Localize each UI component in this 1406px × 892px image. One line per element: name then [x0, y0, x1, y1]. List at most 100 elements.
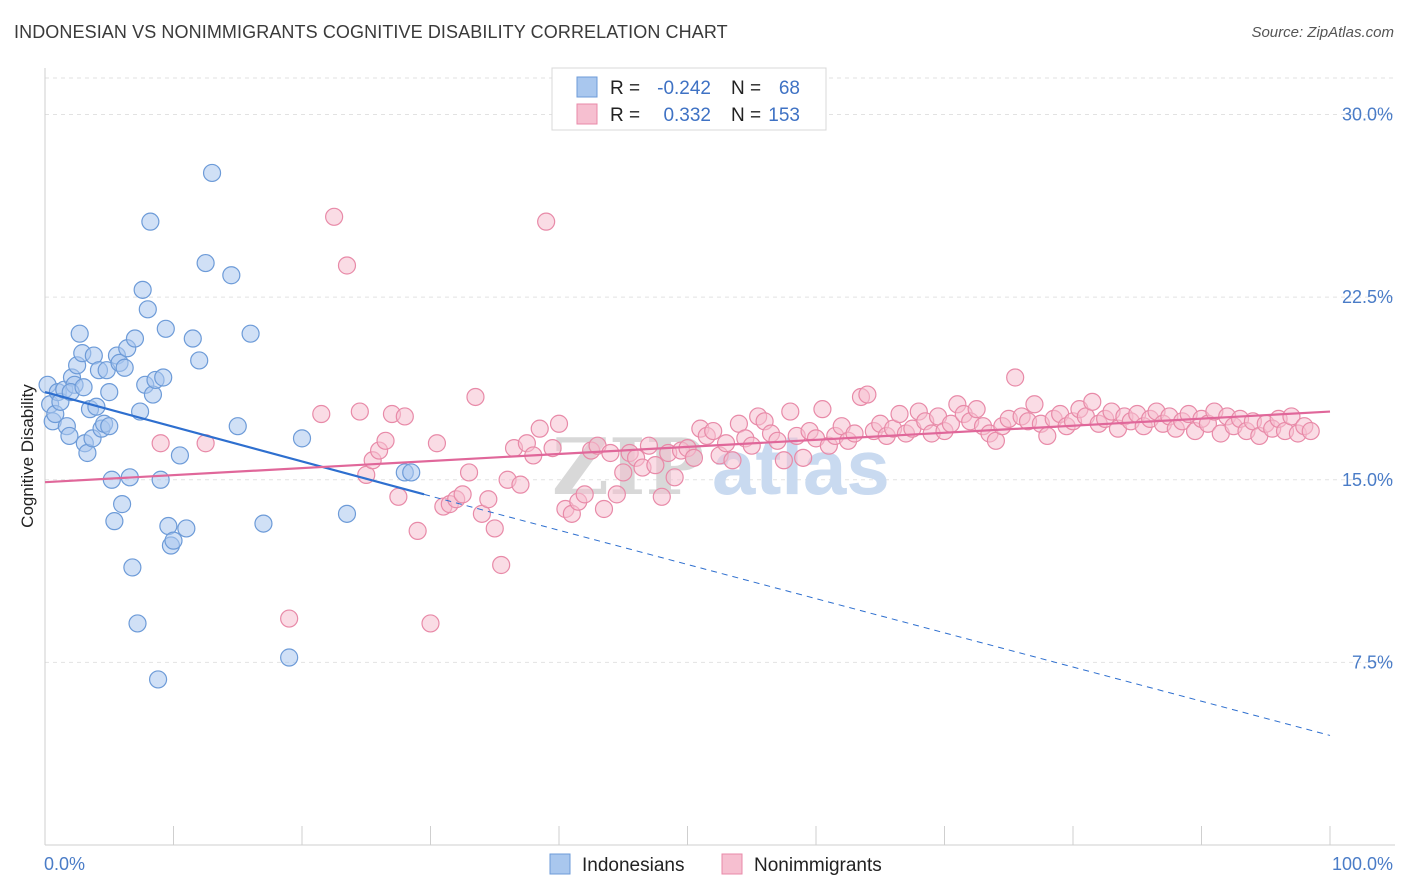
y-axis-label: Cognitive Disability	[18, 384, 37, 528]
nonimmigrants-point	[530, 419, 549, 438]
legend-n-value: 68	[779, 78, 800, 99]
nonimmigrants-point	[312, 404, 331, 424]
indonesians-point	[280, 648, 299, 667]
legend: R = -0.242 N = 68 R = 0.332 N = 153	[551, 67, 827, 131]
nonimmigrants-point	[575, 485, 594, 504]
indonesians-point	[100, 417, 119, 436]
nonimmigrants-point	[479, 490, 498, 509]
legend-n-label: N =	[731, 105, 761, 126]
y-tick-label: 22.5%	[1342, 287, 1393, 307]
nonimmigrants-point	[459, 463, 479, 482]
nonimmigrants-point	[543, 439, 562, 458]
indonesians-point	[70, 324, 89, 343]
indonesians-point	[156, 319, 175, 338]
nonimmigrants-point	[1282, 407, 1301, 426]
grid-layer	[45, 77, 1395, 663]
y-tick-label: 15.0%	[1342, 470, 1393, 490]
indonesians-point	[125, 329, 145, 348]
nonimmigrants-point	[1301, 421, 1320, 441]
nonimmigrants-point	[684, 448, 704, 467]
x-tick-label: 100.0%	[1332, 854, 1393, 874]
nonimmigrants-point	[485, 519, 504, 538]
indonesians-point	[148, 670, 168, 689]
nonimmigrants-point	[813, 400, 832, 419]
nonimmigrants-point	[537, 212, 556, 231]
indonesians-point	[170, 446, 190, 465]
nonimmigrants-point	[453, 485, 472, 504]
bottom-legend-label-indonesians: Indonesians	[582, 855, 684, 876]
indonesians-point	[151, 470, 170, 489]
nonimmigrants-point	[408, 521, 427, 540]
indonesians-point	[196, 253, 215, 273]
legend-swatch-indonesians	[576, 76, 598, 98]
nonimmigrants-point	[601, 443, 620, 463]
y-tick-label: 30.0%	[1342, 105, 1393, 125]
nonimmigrants-point	[723, 451, 742, 470]
indonesians-point	[141, 212, 160, 231]
indonesians-point	[190, 351, 209, 370]
bottom-legend-swatch-indonesians	[549, 853, 571, 875]
indonesians-point	[128, 614, 147, 633]
indonesians-point	[123, 558, 142, 577]
indonesians-point	[154, 368, 173, 387]
nonimmigrants-point	[652, 487, 671, 506]
nonimmigrants-point	[607, 485, 626, 504]
nonimmigrants-point	[794, 448, 813, 467]
nonimmigrants-point	[427, 434, 447, 453]
nonimmigrants-point	[511, 475, 530, 494]
indonesians-point	[74, 378, 93, 397]
nonimmigrants-point	[639, 436, 659, 455]
indonesians-point	[402, 463, 421, 482]
nonimmigrants-point	[350, 402, 369, 421]
indonesians-point	[228, 417, 247, 436]
y-tick-label: 7.5%	[1352, 652, 1393, 672]
indonesians-point	[138, 300, 157, 319]
indonesians-trend-line	[44, 391, 425, 496]
indonesians-point	[337, 504, 357, 523]
nonimmigrants-point	[858, 385, 877, 404]
nonimmigrants-point	[395, 407, 414, 426]
nonimmigrants-point	[774, 451, 793, 470]
indonesians-point	[177, 519, 196, 538]
indonesians-point	[183, 329, 202, 348]
nonimmigrants-point	[716, 434, 736, 453]
nonimmigrants-point	[967, 400, 986, 419]
nonimmigrants-point	[1025, 395, 1044, 414]
x-tick-label: 0.0%	[44, 854, 85, 874]
points-layer	[38, 163, 1320, 689]
indonesians-point	[100, 383, 119, 402]
legend-n-value: 153	[768, 105, 800, 126]
indonesians-point	[292, 429, 312, 448]
indonesians-point	[105, 512, 124, 531]
nonimmigrants-point	[376, 431, 395, 450]
legend-r-value: 0.332	[663, 105, 711, 126]
indonesians-point	[112, 495, 132, 514]
nonimmigrants-point	[466, 387, 485, 407]
indonesians-point	[202, 163, 222, 183]
nonimmigrants-point	[421, 614, 440, 633]
indonesians-point	[254, 514, 273, 533]
trend-layer	[44, 391, 1331, 736]
indonesians-point	[115, 358, 134, 377]
nonimmigrants-trend-line	[44, 410, 1331, 484]
axis-layer: 7.5% 15.0% 22.5% 30.0% 0.0% 100.0%	[44, 68, 1395, 874]
nonimmigrants-point	[1038, 426, 1057, 446]
nonimmigrants-point	[890, 404, 909, 424]
nonimmigrants-point	[151, 434, 170, 453]
chart-source: Source: ZipAtlas.com	[1251, 24, 1394, 41]
indonesians-point	[222, 266, 241, 285]
nonimmigrants-point	[665, 468, 684, 487]
nonimmigrants-point	[1006, 368, 1025, 387]
bottom-legend: Indonesians Nonimmigrants	[549, 853, 882, 876]
nonimmigrants-point	[280, 609, 299, 628]
nonimmigrants-point	[594, 499, 614, 519]
nonimmigrants-point	[389, 487, 408, 506]
legend-r-label: R =	[610, 105, 640, 126]
legend-swatch-nonimmigrants	[576, 103, 598, 125]
nonimmigrants-point	[614, 463, 633, 482]
nonimmigrants-point	[492, 555, 511, 575]
nonimmigrants-point	[704, 421, 723, 441]
legend-n-label: N =	[731, 78, 761, 99]
legend-frame	[551, 67, 827, 131]
